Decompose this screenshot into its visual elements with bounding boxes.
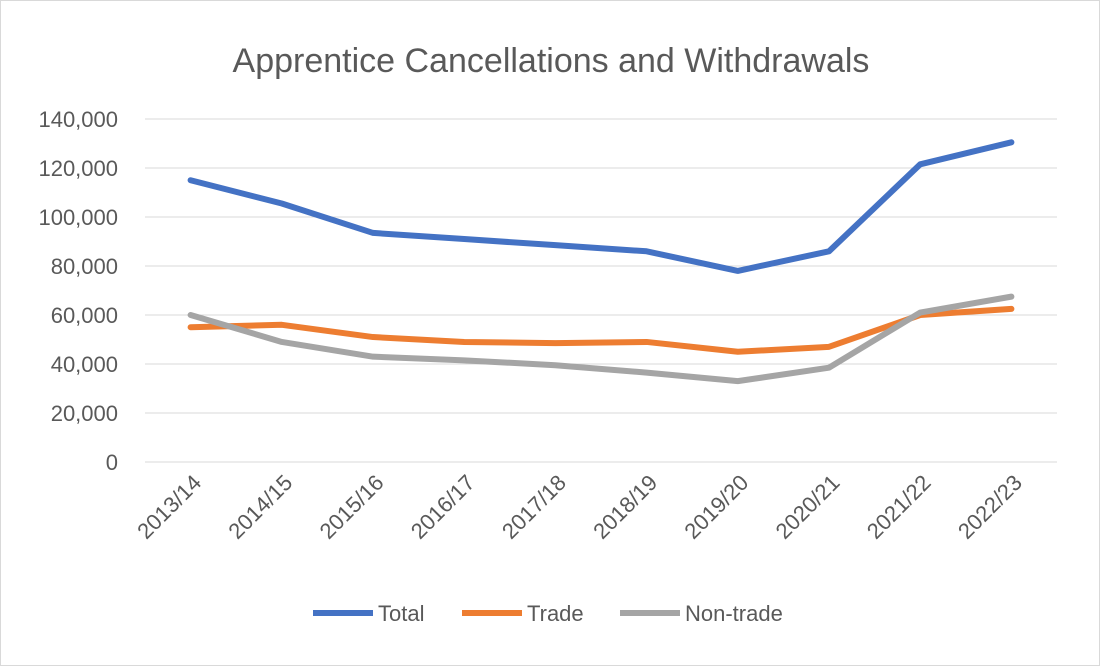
series-line-total [187,139,1015,274]
y-tick-label: 60,000 [51,303,118,328]
legend-label: Non-trade [685,601,783,626]
y-tick-label: 80,000 [51,254,118,279]
series-line-trade [187,305,1015,355]
series-line-non-trade [187,293,1015,385]
y-tick-label: 140,000 [38,107,118,132]
y-tick-label: 20,000 [51,401,118,426]
y-tick-label: 120,000 [38,156,118,181]
legend-label: Total [378,601,424,626]
legend-label: Trade [527,601,584,626]
chart-title: Apprentice Cancellations and Withdrawals [233,42,870,80]
y-tick-label: 0 [106,450,118,475]
y-tick-label: 100,000 [38,205,118,230]
y-tick-label: 40,000 [51,352,118,377]
